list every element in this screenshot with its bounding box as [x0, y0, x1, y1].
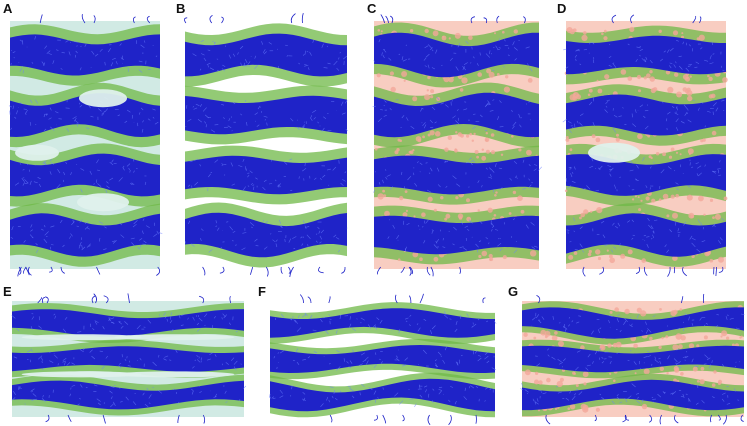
membrane-stack-image — [8, 13, 163, 277]
membrane-stack-image — [11, 293, 247, 424]
panel-e: E — [0, 283, 250, 426]
panel-label: E — [3, 284, 12, 299]
membrane-stack-image — [372, 14, 543, 277]
membrane-stack-image — [562, 14, 728, 277]
panel-f: F — [255, 283, 500, 426]
panel-label: B — [176, 1, 186, 16]
panel-label: A — [3, 1, 13, 16]
panel-label: G — [508, 284, 519, 299]
panel-label: F — [258, 284, 266, 299]
membrane-stack-image — [520, 293, 745, 425]
membrane-stack-image — [269, 293, 497, 426]
panel-label: C — [367, 1, 377, 16]
panel-g: G — [505, 283, 747, 426]
panel-label: D — [557, 1, 567, 16]
panel-b: B — [175, 0, 360, 278]
panel-c: C — [364, 0, 554, 277]
panel-a: A — [0, 0, 175, 277]
membrane-stack-image — [184, 12, 348, 278]
panel-d: D — [556, 0, 746, 277]
